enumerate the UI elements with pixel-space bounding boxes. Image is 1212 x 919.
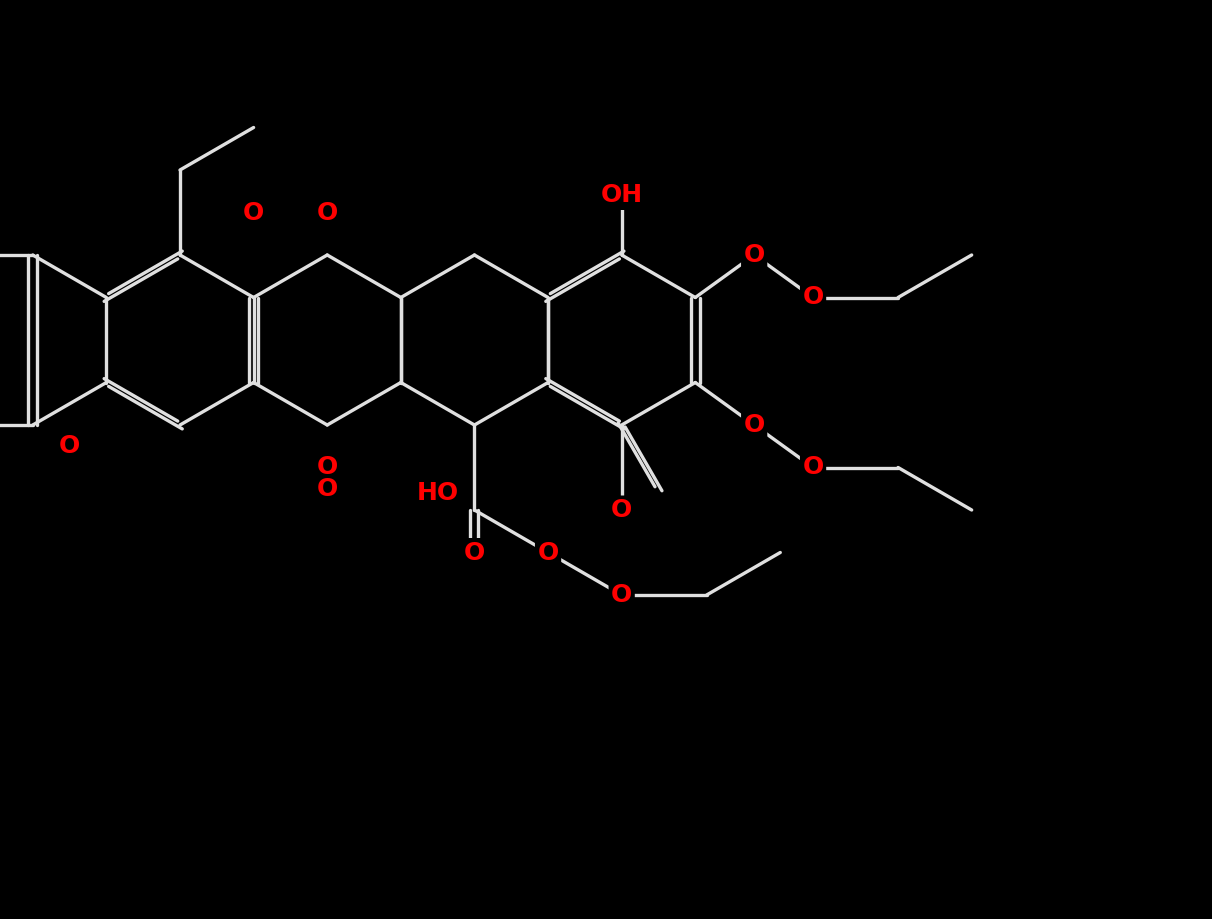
Text: O: O bbox=[316, 477, 338, 501]
Text: O: O bbox=[59, 435, 80, 459]
Text: O: O bbox=[242, 200, 264, 224]
Text: O: O bbox=[316, 200, 338, 224]
Text: HO: HO bbox=[417, 481, 458, 505]
Text: O: O bbox=[743, 243, 765, 267]
Text: OH: OH bbox=[601, 184, 642, 208]
Text: O: O bbox=[464, 540, 485, 564]
Text: O: O bbox=[802, 456, 824, 480]
Text: O: O bbox=[802, 286, 824, 310]
Text: O: O bbox=[316, 456, 338, 480]
Text: O: O bbox=[743, 413, 765, 437]
Text: O: O bbox=[611, 498, 633, 522]
Text: O: O bbox=[611, 583, 633, 607]
Text: O: O bbox=[537, 540, 559, 564]
